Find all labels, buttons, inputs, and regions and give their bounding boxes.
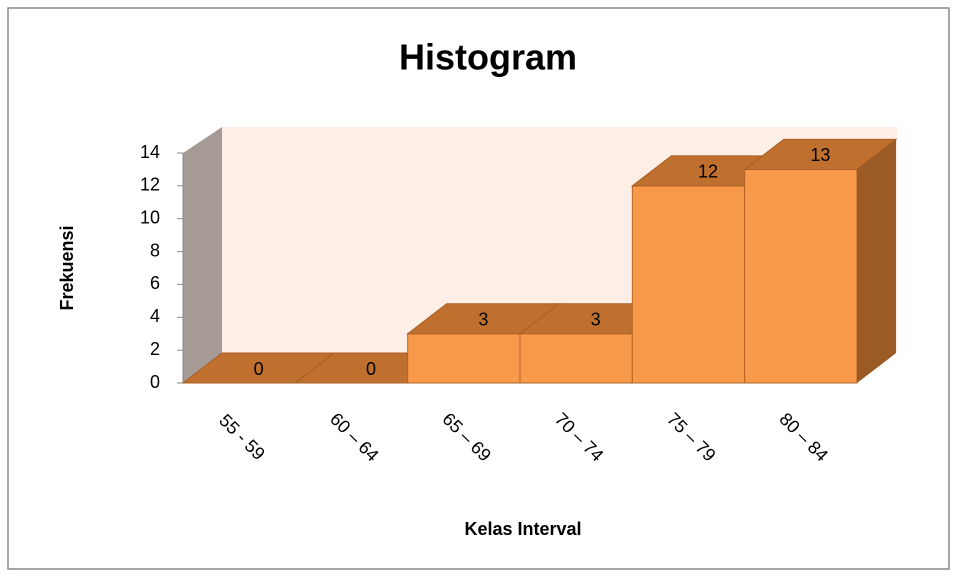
y-tick-label: 2 bbox=[150, 339, 160, 359]
value-label: 12 bbox=[698, 162, 718, 182]
y-axis-title: Frekuensi bbox=[57, 225, 77, 310]
value-label: 3 bbox=[478, 309, 488, 329]
bar-side bbox=[857, 139, 896, 383]
y-tick-label: 12 bbox=[140, 175, 160, 195]
x-axis-title: Kelas Interval bbox=[464, 519, 581, 539]
value-label: 0 bbox=[366, 359, 376, 379]
y-tick-label: 4 bbox=[150, 306, 160, 326]
y-tick-label: 0 bbox=[150, 372, 160, 392]
value-label: 13 bbox=[810, 145, 830, 165]
value-label: 0 bbox=[254, 359, 264, 379]
y-tick-label: 10 bbox=[140, 207, 160, 227]
bar bbox=[744, 168, 858, 384]
bar bbox=[631, 185, 746, 384]
chart-title: Histogram bbox=[399, 37, 577, 78]
bar bbox=[407, 333, 521, 384]
y-tick-label: 6 bbox=[150, 273, 160, 293]
side-wall bbox=[183, 127, 222, 383]
y-tick-label: 8 bbox=[150, 240, 160, 260]
bar bbox=[519, 333, 633, 384]
y-tick-label: 14 bbox=[140, 142, 160, 162]
value-label: 3 bbox=[591, 309, 601, 329]
